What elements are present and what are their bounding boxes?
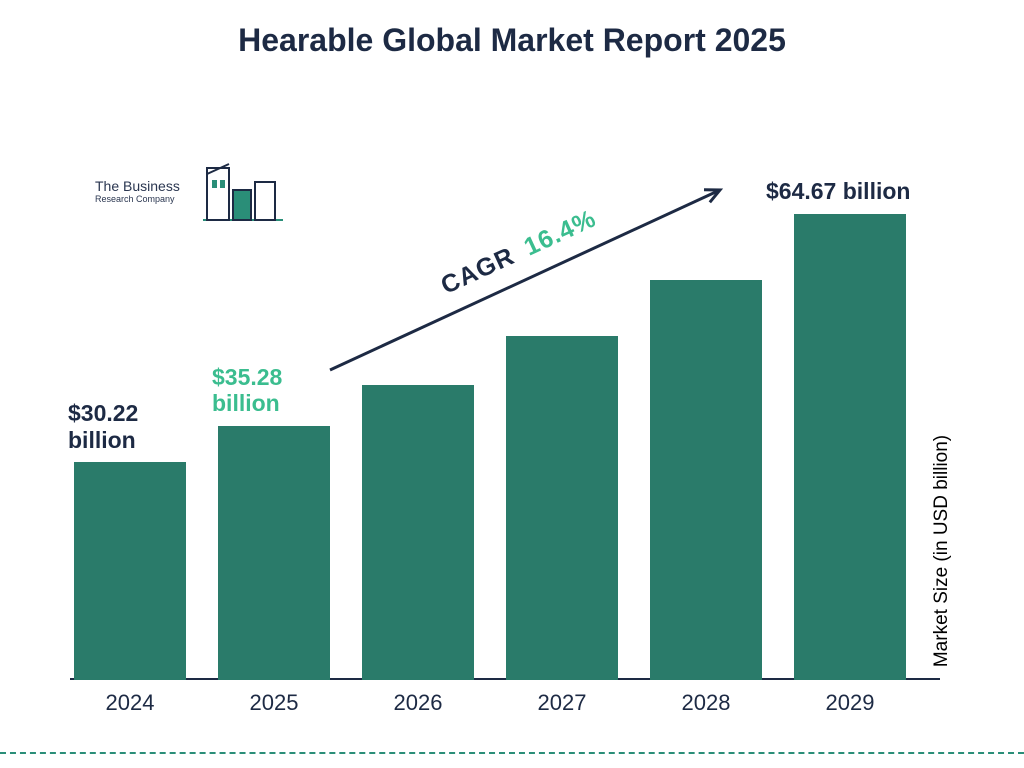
footer-divider bbox=[0, 752, 1024, 754]
x-tick-label: 2025 bbox=[250, 690, 299, 716]
x-tick-label: 2026 bbox=[394, 690, 443, 716]
page-root: Hearable Global Market Report 2025 The B… bbox=[0, 0, 1024, 768]
cagr-trend-arrow-icon bbox=[0, 0, 1024, 768]
x-tick-label: 2028 bbox=[682, 690, 731, 716]
x-tick-label: 2024 bbox=[106, 690, 155, 716]
x-tick-label: 2029 bbox=[826, 690, 875, 716]
x-tick-label: 2027 bbox=[538, 690, 587, 716]
